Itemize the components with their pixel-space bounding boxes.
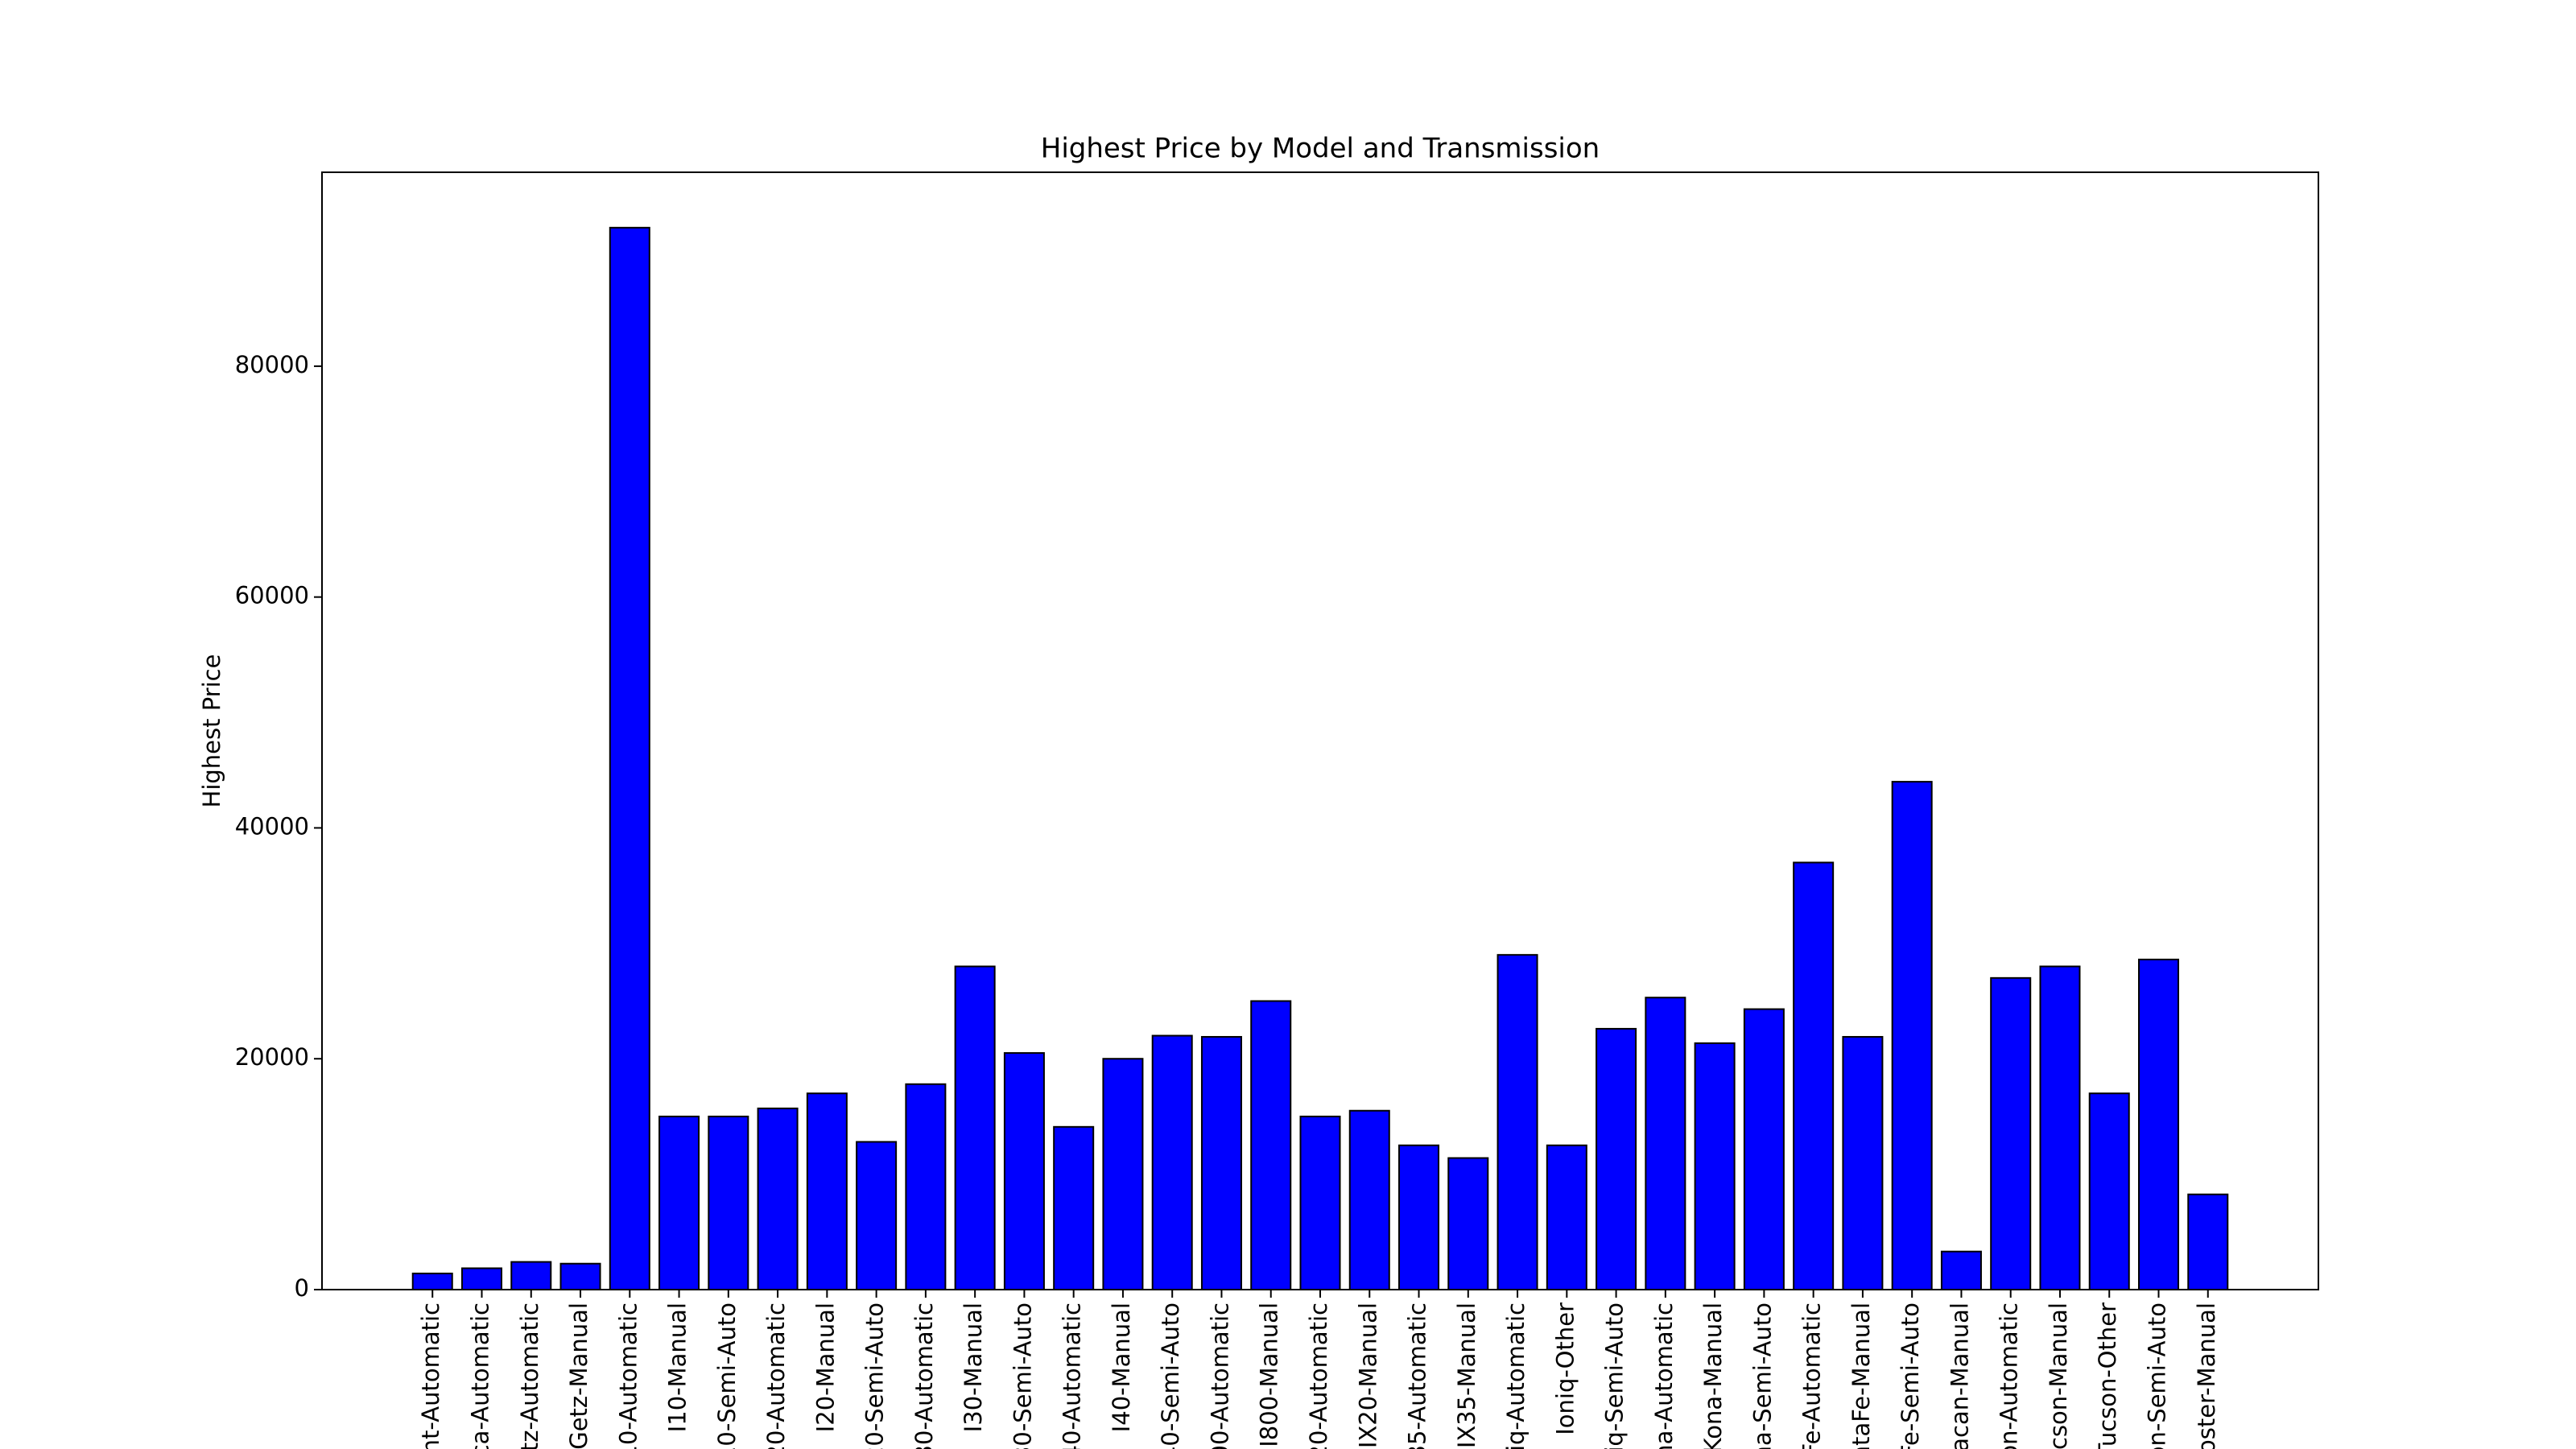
- y-axis-label: Highest Price: [198, 654, 225, 808]
- x-tick-label: I30-Automatic: [910, 1302, 938, 1449]
- x-tick-label: SantaFe-Semi-Auto: [1897, 1302, 1924, 1449]
- x-tick-label: I10-Automatic: [614, 1302, 642, 1449]
- x-tick-label: I40-Manual: [1108, 1302, 1135, 1432]
- x-tick-label: IX35-Automatic: [1404, 1302, 1431, 1449]
- bar: [1299, 1115, 1341, 1290]
- x-tick-label: Kona-Automatic: [1650, 1302, 1678, 1449]
- bar: [609, 226, 650, 1291]
- bar: [1151, 1034, 1193, 1290]
- bar: [2137, 958, 2180, 1290]
- bar: [1645, 997, 1686, 1291]
- bar: [1891, 781, 1933, 1290]
- chart-title: Highest Price by Model and Transmission: [1041, 133, 1600, 165]
- bar: [1596, 1027, 1637, 1290]
- bar: [954, 965, 996, 1291]
- bar: [1940, 1250, 1982, 1290]
- bar: [2039, 965, 2081, 1291]
- bar: [1348, 1109, 1390, 1290]
- x-tick-label: SantaFe-Automatic: [1798, 1302, 1826, 1449]
- x-tick-label: I40-Semi-Auto: [1157, 1302, 1184, 1449]
- x-tick-label: I20-Semi-Auto: [861, 1302, 889, 1449]
- x-tick-label: I10-Semi-Auto: [713, 1302, 741, 1449]
- bar: [1398, 1144, 1440, 1290]
- x-tick-label: Tucson-Manual: [2045, 1302, 2072, 1449]
- bar: [1053, 1125, 1095, 1290]
- bar: [1250, 1000, 1292, 1290]
- x-tick-label: Accent-Automatic: [417, 1302, 444, 1449]
- x-tick-label: I20-Automatic: [762, 1302, 790, 1449]
- bar: [1694, 1042, 1736, 1291]
- y-tick-label: 40000: [235, 812, 309, 840]
- bar: [1793, 861, 1835, 1290]
- x-tick-label: Veloster-Manual: [2193, 1302, 2220, 1449]
- bar: [510, 1261, 552, 1291]
- y-tick-label: 0: [295, 1274, 309, 1302]
- x-tick-label: I10-Manual: [664, 1302, 691, 1432]
- bar: [1743, 1008, 1785, 1291]
- bar: [1200, 1035, 1242, 1291]
- x-tick-label: Amica-Automatic: [466, 1302, 493, 1449]
- x-tick-label: Ioniq-Automatic: [1502, 1302, 1530, 1449]
- x-tick-label: I40-Automatic: [1059, 1302, 1086, 1449]
- plot-frame: [321, 171, 2319, 1290]
- x-tick-label: Kona-Semi-Auto: [1748, 1302, 1776, 1449]
- x-tick-label: I800-Manual: [1256, 1302, 1283, 1447]
- x-tick-label: IX20-Automatic: [1305, 1302, 1332, 1449]
- x-tick-label: Tucson-Other: [2094, 1302, 2121, 1449]
- bar: [2187, 1193, 2229, 1291]
- bar: [1003, 1052, 1045, 1290]
- x-tick-label: I800-Automatic: [1206, 1302, 1233, 1449]
- bar: [411, 1272, 453, 1291]
- x-tick-label: I30-Manual: [960, 1302, 987, 1432]
- y-tick-label: 20000: [235, 1043, 309, 1071]
- bar: [1546, 1144, 1587, 1290]
- x-tick-label: Getz-Manual: [565, 1302, 592, 1449]
- bar: [1496, 954, 1538, 1291]
- x-tick-label: Ioniq-Other: [1551, 1302, 1579, 1435]
- bar: [658, 1115, 700, 1290]
- x-tick-label: I30-Semi-Auto: [1009, 1302, 1036, 1449]
- x-tick-label: Tucson-Automatic: [1996, 1302, 2023, 1449]
- y-tick-label: 80000: [235, 351, 309, 378]
- bar: [1990, 976, 2032, 1290]
- bar: [2088, 1092, 2130, 1290]
- bar: [708, 1115, 749, 1290]
- x-tick-label: SantaFe-Manual: [1847, 1302, 1875, 1449]
- bar: [1447, 1157, 1489, 1291]
- bar: [1102, 1058, 1144, 1290]
- x-tick-label: I20-Manual: [811, 1302, 839, 1432]
- bar: [806, 1092, 848, 1290]
- y-tick-label: 60000: [235, 582, 309, 609]
- x-tick-label: Getz-Automatic: [516, 1302, 543, 1449]
- x-tick-label: IX35-Manual: [1453, 1302, 1480, 1448]
- bar: [856, 1141, 898, 1290]
- x-tick-label: IX20-Manual: [1354, 1302, 1381, 1448]
- x-tick-label: Kona-Manual: [1699, 1302, 1727, 1449]
- bar: [905, 1083, 947, 1290]
- bar: [1842, 1035, 1884, 1291]
- bar: [757, 1107, 799, 1290]
- bar: [460, 1267, 503, 1291]
- bar: [559, 1262, 601, 1290]
- x-tick-label: Tucson-Semi-Auto: [2144, 1302, 2171, 1449]
- x-tick-label: Terracan-Manual: [1946, 1302, 1973, 1449]
- x-tick-label: Ioniq-Semi-Auto: [1601, 1302, 1629, 1449]
